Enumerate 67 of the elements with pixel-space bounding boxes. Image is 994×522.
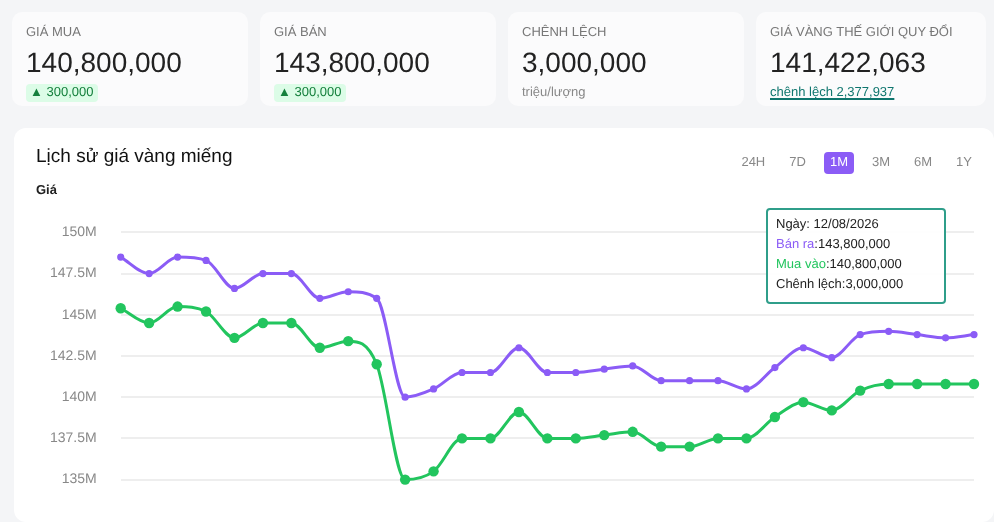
point: [486, 368, 495, 377]
point: [115, 303, 126, 314]
point: [629, 362, 637, 370]
point: [343, 335, 354, 347]
point: [684, 441, 695, 452]
point: [883, 378, 894, 390]
point: [314, 342, 325, 353]
point: [230, 284, 239, 293]
point: [655, 441, 667, 452]
point: [259, 270, 267, 278]
point: [373, 294, 381, 302]
point: [371, 359, 382, 370]
point: [542, 433, 553, 444]
point: [657, 377, 665, 385]
point: [229, 332, 240, 344]
point: [515, 344, 523, 352]
point: [287, 270, 295, 278]
point: [913, 330, 921, 339]
point: [458, 368, 466, 377]
text: 143,800,000: [274, 46, 430, 78]
point: [316, 294, 324, 302]
point: [714, 377, 722, 385]
text: 3,000,000: [522, 46, 647, 78]
point: [968, 378, 980, 390]
point: [742, 385, 751, 393]
point: [429, 385, 438, 393]
point: [970, 330, 978, 339]
point: [117, 253, 125, 261]
point: [712, 433, 724, 444]
point: [741, 433, 752, 444]
point: [828, 354, 836, 362]
point: [940, 378, 951, 390]
text: 140,800,000: [26, 46, 182, 78]
point: [572, 368, 580, 377]
point: [172, 301, 183, 312]
point: [570, 433, 581, 444]
point: [799, 344, 807, 352]
point: [145, 270, 153, 278]
chart-title: Lịch sử giá vàng miếng: [36, 146, 233, 168]
point: [543, 368, 551, 377]
point: [202, 256, 210, 265]
point: [344, 288, 352, 296]
point: [798, 396, 809, 408]
point: [769, 411, 781, 423]
point: [456, 433, 468, 444]
point: [257, 317, 269, 329]
text: 141,422,063: [770, 46, 926, 78]
point: [286, 317, 297, 329]
point: [627, 426, 638, 438]
point: [428, 466, 439, 477]
point: [401, 393, 409, 401]
point: [485, 433, 496, 444]
point: [513, 406, 525, 418]
point: [941, 334, 950, 342]
point: [826, 405, 837, 416]
point: [771, 363, 779, 372]
point: [911, 378, 923, 390]
point: [855, 385, 866, 396]
point: [600, 365, 608, 373]
point: [143, 317, 155, 329]
point: [200, 306, 212, 317]
point: [173, 253, 182, 261]
point: [599, 429, 610, 441]
point: [885, 327, 893, 335]
point: [856, 330, 864, 339]
point: [685, 377, 694, 385]
point: [399, 474, 411, 485]
